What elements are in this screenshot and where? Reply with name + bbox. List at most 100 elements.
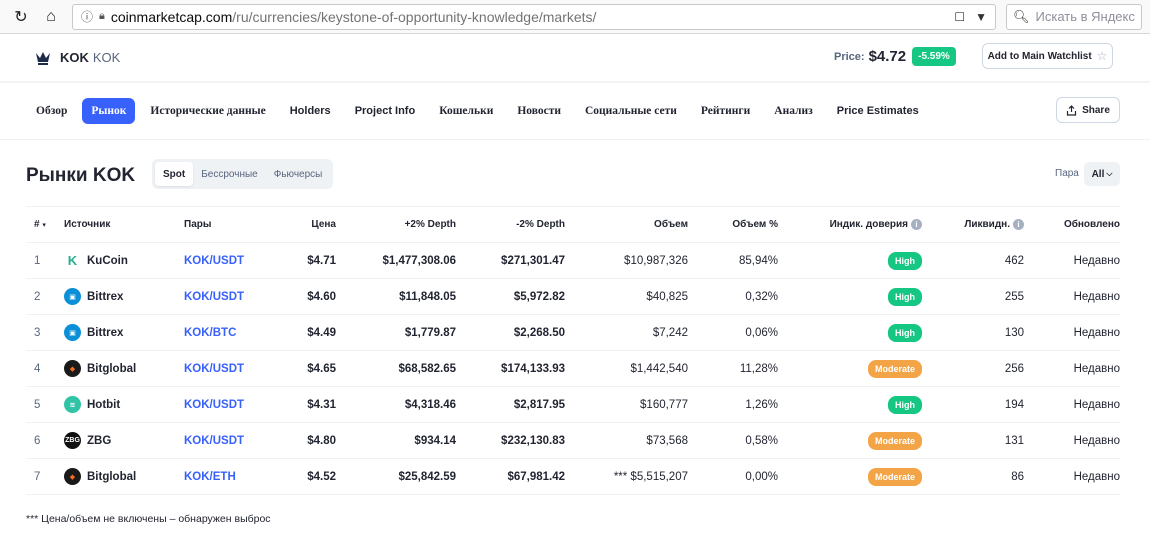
- row-volume: $7,242: [565, 314, 688, 351]
- trust-badge: Moderate: [867, 431, 922, 450]
- share-button[interactable]: Share: [1056, 97, 1120, 123]
- tab-10[interactable]: Price Estimates: [836, 104, 919, 117]
- row-pair[interactable]: KOK/BTC: [184, 314, 284, 351]
- add-to-watchlist-button[interactable]: Add to Main Watchlist ☆: [982, 43, 1113, 69]
- col-volume[interactable]: Объем: [565, 206, 688, 243]
- col-rank[interactable]: # ▾: [26, 206, 64, 243]
- row-pair[interactable]: KOK/USDT: [184, 386, 284, 423]
- info-icon[interactable]: i: [1013, 218, 1024, 230]
- row-exchange[interactable]: ZBG ZBG: [64, 422, 184, 459]
- exchange-name[interactable]: Bitglobal: [87, 362, 137, 375]
- row-pair[interactable]: KOK/USDT: [184, 278, 284, 315]
- row-liquidity: 256: [922, 350, 1024, 387]
- row-exchange[interactable]: ≋ Hotbit: [64, 386, 184, 423]
- coin-header: KOK KOK Price: $4.72 -5.59% Add to Main …: [0, 34, 1150, 82]
- exchange-name[interactable]: Bitglobal: [87, 470, 137, 483]
- pair-link[interactable]: KOK/ETH: [184, 470, 236, 483]
- pair-filter-select[interactable]: All ⌵: [1084, 162, 1120, 186]
- info-icon[interactable]: i: [911, 218, 922, 230]
- tab-7[interactable]: Социальные сети: [585, 104, 677, 117]
- row-liquidity: 255: [922, 278, 1024, 315]
- tab-8[interactable]: Рейтинги: [700, 104, 751, 117]
- col-exchange[interactable]: Источник: [64, 206, 184, 243]
- bookmark-icon[interactable]: ☐: [954, 9, 966, 24]
- row-updated: Недавно: [1024, 458, 1120, 495]
- tab-9[interactable]: Анализ: [774, 104, 813, 117]
- search-placeholder: Искать в Яндекс: [1035, 9, 1135, 24]
- tab-0[interactable]: Обзор: [36, 104, 68, 117]
- table-row[interactable]: 4 ◆ Bitglobal KOK/USDT $4.65 $68,582.65 $174,1…: [26, 350, 1120, 387]
- row-liquidity: 194: [922, 386, 1024, 423]
- pair-link[interactable]: KOK/USDT: [184, 254, 245, 267]
- col-plus-depth[interactable]: +2% Depth: [336, 206, 456, 243]
- col-price[interactable]: Цена: [284, 206, 336, 243]
- watchlist-label: Add to Main Watchlist: [987, 50, 1092, 62]
- table-row[interactable]: 5 ≋ Hotbit KOK/USDT $4.31 $4,318.46 $2,817.95 $…: [26, 386, 1120, 423]
- exchange-name[interactable]: ZBG: [87, 434, 112, 447]
- row-exchange[interactable]: ◆ Bitglobal: [64, 458, 184, 495]
- row-volume: *** $5,515,207: [565, 458, 688, 495]
- exchange-logo-icon: K: [64, 252, 81, 269]
- home-icon[interactable]: ⌂: [46, 7, 56, 25]
- info-icon[interactable]: ⓘ: [81, 10, 94, 24]
- row-plus-depth: $934.14: [336, 422, 456, 459]
- tab-2[interactable]: Исторические данные: [150, 104, 266, 117]
- segment-0[interactable]: Spot: [155, 162, 194, 186]
- search-input[interactable]: 🔍︎ Искать в Яндекс: [1006, 3, 1142, 30]
- row-updated: Недавно: [1024, 386, 1120, 423]
- row-trust: High: [778, 278, 922, 315]
- row-exchange[interactable]: ▣ Bittrex: [64, 278, 184, 315]
- tab-3[interactable]: Holders: [289, 104, 331, 117]
- row-trust: High: [778, 242, 922, 279]
- row-exchange[interactable]: ◆ Bitglobal: [64, 350, 184, 387]
- exchange-name[interactable]: Hotbit: [87, 398, 121, 411]
- dropdown-icon[interactable]: ▼: [975, 9, 987, 24]
- segment-2[interactable]: Фьючерсы: [273, 168, 323, 180]
- row-volume: $40,825: [565, 278, 688, 315]
- row-minus-depth: $2,268.50: [456, 314, 565, 351]
- table-row[interactable]: 3 ▣ Bittrex KOK/BTC $4.49 $1,779.87 $2,268.50 $…: [26, 314, 1120, 351]
- col-trust[interactable]: Индик. доверия i: [778, 206, 922, 243]
- row-exchange[interactable]: ▣ Bittrex: [64, 314, 184, 351]
- tab-6[interactable]: Новости: [517, 104, 561, 117]
- exchange-logo-icon: ▣: [64, 288, 81, 305]
- col-liquidity[interactable]: Ликвидн. i: [922, 206, 1024, 243]
- coin-name: KOK: [60, 50, 89, 65]
- segment-1[interactable]: Бессрочные: [201, 168, 258, 180]
- row-pair[interactable]: KOK/USDT: [184, 350, 284, 387]
- tab-1[interactable]: Рынок: [82, 97, 136, 124]
- pair-link[interactable]: KOK/USDT: [184, 290, 245, 303]
- exchange-name[interactable]: Bittrex: [87, 290, 124, 303]
- col-volume-pct[interactable]: Объем %: [688, 206, 778, 243]
- pair-link[interactable]: KOK/USDT: [184, 362, 245, 375]
- reload-icon[interactable]: ↻: [14, 8, 28, 26]
- market-type-segmented-control: Spot Бессрочные Фьючерсы: [152, 159, 334, 189]
- tab-4[interactable]: Project Info: [354, 104, 416, 117]
- pair-link[interactable]: KOK/USDT: [184, 398, 245, 411]
- row-rank: 1: [26, 242, 64, 279]
- table-row[interactable]: 1 K KuCoin KOK/USDT $4.71 $1,477,308.06 $271,3…: [26, 242, 1120, 279]
- pair-link[interactable]: KOK/BTC: [184, 326, 237, 339]
- row-price: $4.52: [284, 458, 336, 495]
- search-icon: 🔍︎: [1013, 8, 1030, 24]
- table-row[interactable]: 2 ▣ Bittrex KOK/USDT $4.60 $11,848.05 $5,972.8…: [26, 278, 1120, 315]
- row-plus-depth: $1,779.87: [336, 314, 456, 351]
- address-bar[interactable]: ⓘ 🔒︎ coinmarketcap.com/ru/currencies/key…: [72, 3, 996, 30]
- row-pair[interactable]: KOK/USDT: [184, 242, 284, 279]
- col-pair[interactable]: Пары: [184, 206, 284, 243]
- table-row[interactable]: 6 ZBG ZBG KOK/USDT $4.80 $934.14 $232,130.83 $7…: [26, 422, 1120, 459]
- row-volume-pct: 85,94%: [688, 242, 778, 279]
- row-updated: Недавно: [1024, 242, 1120, 279]
- exchange-name[interactable]: KuCoin: [87, 254, 128, 267]
- url-text[interactable]: coinmarketcap.com/ru/currencies/keystone…: [110, 8, 597, 25]
- exchange-name[interactable]: Bittrex: [87, 326, 124, 339]
- row-exchange[interactable]: K KuCoin: [64, 242, 184, 279]
- table-row[interactable]: 7 ◆ Bitglobal KOK/ETH $4.52 $25,842.59 $67,981…: [26, 458, 1120, 495]
- section-tabs: Обзор Рынок Исторические данные Holders Proj…: [0, 82, 1150, 140]
- col-updated[interactable]: Обновлено: [1024, 206, 1120, 243]
- tab-5[interactable]: Кошельки: [439, 104, 494, 117]
- row-pair[interactable]: KOK/ETH: [184, 458, 284, 495]
- pair-link[interactable]: KOK/USDT: [184, 434, 245, 447]
- row-pair[interactable]: KOK/USDT: [184, 422, 284, 459]
- col-minus-depth[interactable]: -2% Depth: [456, 206, 565, 243]
